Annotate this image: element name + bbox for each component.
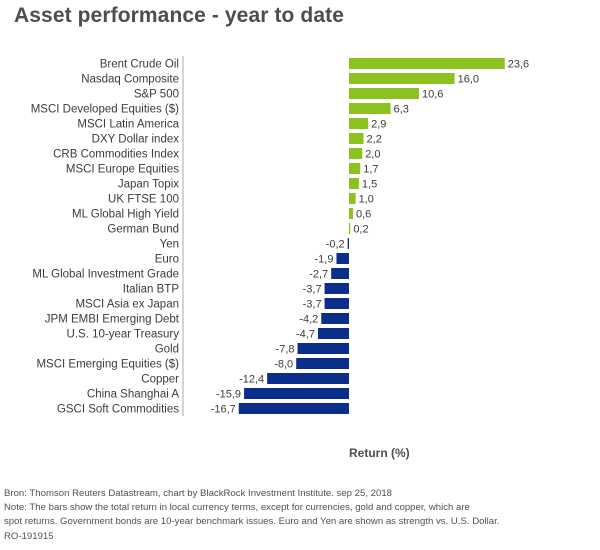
value-label: -12,4 (239, 374, 264, 386)
category-label: Brent Crude Oil (100, 59, 179, 71)
value-label: -3,7 (303, 299, 322, 311)
footnote-line-1: Note: The bars show the total return in … (4, 502, 470, 514)
value-label: -1,9 (314, 254, 333, 266)
value-label: -3,7 (303, 284, 322, 296)
reference-code: RO-191915 (4, 530, 54, 542)
bar (324, 298, 349, 309)
value-label: -8,0 (274, 359, 293, 371)
value-label: 1,0 (359, 194, 374, 206)
category-label: Italian BTP (123, 284, 180, 296)
bar (349, 73, 455, 84)
value-label: -7,8 (276, 344, 295, 356)
bar (349, 58, 505, 69)
bar (296, 358, 349, 369)
chart-footer: Bron: Thomson Reuters Datastream, chart … (4, 487, 596, 544)
value-label: -2,7 (309, 269, 328, 281)
category-label: MSCI Europe Equities (66, 164, 179, 176)
category-label: CRB Commodities Index (53, 149, 179, 161)
value-label: 16,0 (458, 74, 479, 86)
value-label: 2,0 (365, 149, 380, 161)
category-label: JPM EMBI Emerging Debt (45, 314, 180, 326)
value-label: 1,7 (363, 164, 378, 176)
category-label: ML Global Investment Grade (32, 269, 179, 281)
bar (267, 373, 349, 384)
category-label: Nasdaq Composite (81, 74, 179, 86)
bar (238, 403, 349, 414)
chart-title: Asset performance - year to date (14, 4, 344, 27)
bar (349, 193, 356, 204)
category-label: Japan Topix (118, 179, 179, 191)
bar (297, 343, 349, 354)
bar (331, 268, 349, 279)
bar (349, 118, 369, 129)
bar (324, 283, 349, 294)
bar (244, 388, 349, 399)
category-label: MSCI Emerging Equities ($) (36, 359, 179, 371)
value-label: -16,7 (211, 404, 236, 416)
bar (347, 238, 349, 249)
bar (349, 163, 361, 174)
bar (349, 148, 363, 159)
footnote-line-2: spot returns. Government bonds are 10-ye… (4, 516, 500, 528)
bar (317, 328, 349, 339)
category-label: UK FTSE 100 (108, 194, 179, 206)
category-label: U.S. 10-year Treasury (67, 329, 180, 341)
category-label: DXY Dollar index (92, 134, 180, 146)
value-label: 10,6 (422, 89, 443, 101)
value-label: 0,2 (353, 224, 368, 236)
value-label: -4,2 (299, 314, 318, 326)
category-label: Euro (155, 254, 179, 266)
value-label: -4,7 (296, 329, 315, 341)
source-note: Bron: Thomson Reuters Datastream, chart … (4, 488, 393, 499)
bar (321, 313, 349, 324)
category-label: Gold (155, 344, 179, 356)
category-label: Yen (160, 239, 179, 251)
category-label: Copper (141, 374, 179, 386)
value-label: 6,3 (394, 104, 409, 116)
bar (349, 88, 419, 99)
category-label: ML Global High Yield (72, 209, 179, 221)
category-label: GSCI Soft Commodities (57, 404, 179, 416)
bar (349, 133, 364, 144)
category-label: German Bund (107, 224, 179, 236)
bar (349, 103, 391, 114)
category-label: MSCI Developed Equities ($) (31, 104, 179, 116)
category-label: S&P 500 (134, 89, 179, 101)
value-label: -15,9 (216, 389, 241, 401)
bar (349, 178, 359, 189)
bar (336, 253, 349, 264)
category-label: MSCI Asia ex Japan (75, 299, 179, 311)
value-label: 23,6 (508, 59, 529, 71)
x-axis-label: Return (%) (349, 446, 410, 460)
category-label: MSCI Latin America (77, 119, 179, 131)
value-label: 2,9 (371, 119, 386, 131)
value-label: 0,6 (356, 209, 371, 221)
bar (349, 208, 353, 219)
value-label: 2,2 (367, 134, 382, 146)
bar (349, 223, 351, 234)
value-label: -0,2 (326, 239, 345, 251)
bar-chart: Brent Crude Oil 23,6 Nasdaq Composite 16,0 S… (31, 56, 529, 416)
category-label: China Shanghai A (87, 389, 179, 401)
value-label: 1,5 (362, 179, 377, 191)
